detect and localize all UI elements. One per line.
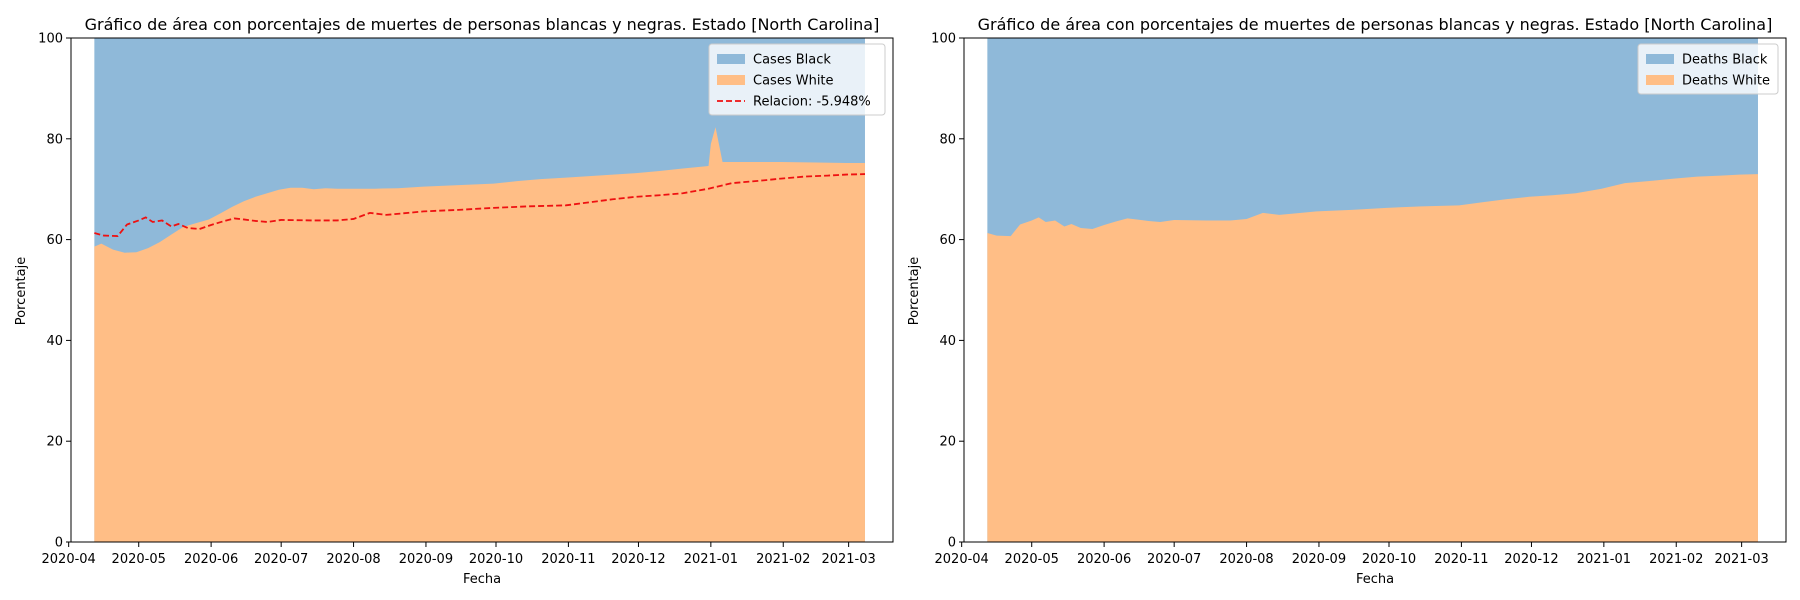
x-tick-label: 2020-07 [1147,552,1201,567]
chart-title: Gráfico de área con porcentajes de muert… [85,15,880,34]
x-tick-label: 2020-12 [611,552,665,567]
legend-label: Relacion: -5.948% [753,95,871,110]
legend-label: Deaths Black [1682,53,1768,68]
axes-frame [963,37,1787,543]
x-tick-label: 2021-03 [1714,552,1768,567]
x-tick-label: 2020-05 [112,552,166,567]
left-chart-cases: Gráfico de área con porcentajes de muert… [14,15,894,587]
y-tick-label: 40 [939,334,956,349]
legend-label: Cases Black [753,53,831,68]
plot-area: 0 20 40 60 80 100 2020-04 2020-05 2020-06 2020-07… [931,32,1787,567]
y-tick-label: 20 [46,435,63,450]
legend-swatch [1646,75,1674,85]
line-relacion [94,173,866,237]
x-axis-label: Fecha [1356,572,1394,587]
y-tick-label: 0 [55,536,63,551]
x-tick-label: 2020-07 [254,552,308,567]
x-axis-label: Fecha [463,572,501,587]
x-tick-label: 2020-10 [1362,552,1416,567]
y-tick-label: 60 [939,233,956,248]
x-tick-label: 2020-05 [1005,552,1059,567]
y-tick-label: 60 [46,233,63,248]
legend-label: Cases White [753,74,834,89]
x-tick-label: 2020-10 [469,552,523,567]
area-cases-white [94,127,865,543]
x-tick-label: 2021-01 [684,552,738,567]
x-tick-label: 2020-04 [935,552,989,567]
y-tick-label: 0 [948,536,956,551]
x-tick-label: 2020-09 [399,552,453,567]
x-tick-label: 2020-06 [184,552,238,567]
legend-swatch [717,54,745,64]
legend: Cases Black Cases White Relacion: -5.948% [708,43,886,116]
y-axis-label: Porcentaje [14,257,29,325]
y-tick-label: 80 [939,132,956,147]
x-tick-label: 2020-11 [1434,552,1488,567]
x-tick-label: 2021-02 [1649,552,1703,567]
y-tick-label: 100 [931,32,956,47]
right-chart-deaths: Gráfico de área con porcentajes de muert… [907,15,1787,587]
x-tick-label: 2020-04 [42,552,96,567]
y-axis-label: Porcentaje [907,257,922,325]
x-tick-label: 2021-03 [821,552,875,567]
y-tick-label: 80 [46,132,63,147]
legend-box [708,43,886,116]
x-tick-label: 2020-09 [1292,552,1346,567]
legend-swatch [717,75,745,85]
x-tick-label: 2020-08 [326,552,380,567]
chart-title: Gráfico de área con porcentajes de muert… [978,15,1773,34]
y-tick-label: 20 [939,435,956,450]
legend: Deaths Black Deaths White [1637,43,1779,95]
legend-swatch [1646,54,1674,64]
x-tick-label: 2020-08 [1219,552,1273,567]
legend-label: Deaths White [1682,74,1770,89]
area-deaths-white [987,174,1758,542]
x-tick-label: 2020-06 [1077,552,1131,567]
x-tick-label: 2020-11 [541,552,595,567]
plot-area: 0 20 40 60 80 100 2020-04 2020-05 2020-06 2020-07… [38,32,894,567]
y-tick-label: 40 [46,334,63,349]
y-tick-label: 100 [38,32,63,47]
x-tick-label: 2020-12 [1504,552,1558,567]
x-tick-label: 2021-01 [1577,552,1631,567]
x-tick-label: 2021-02 [756,552,810,567]
axes-frame [70,37,894,543]
